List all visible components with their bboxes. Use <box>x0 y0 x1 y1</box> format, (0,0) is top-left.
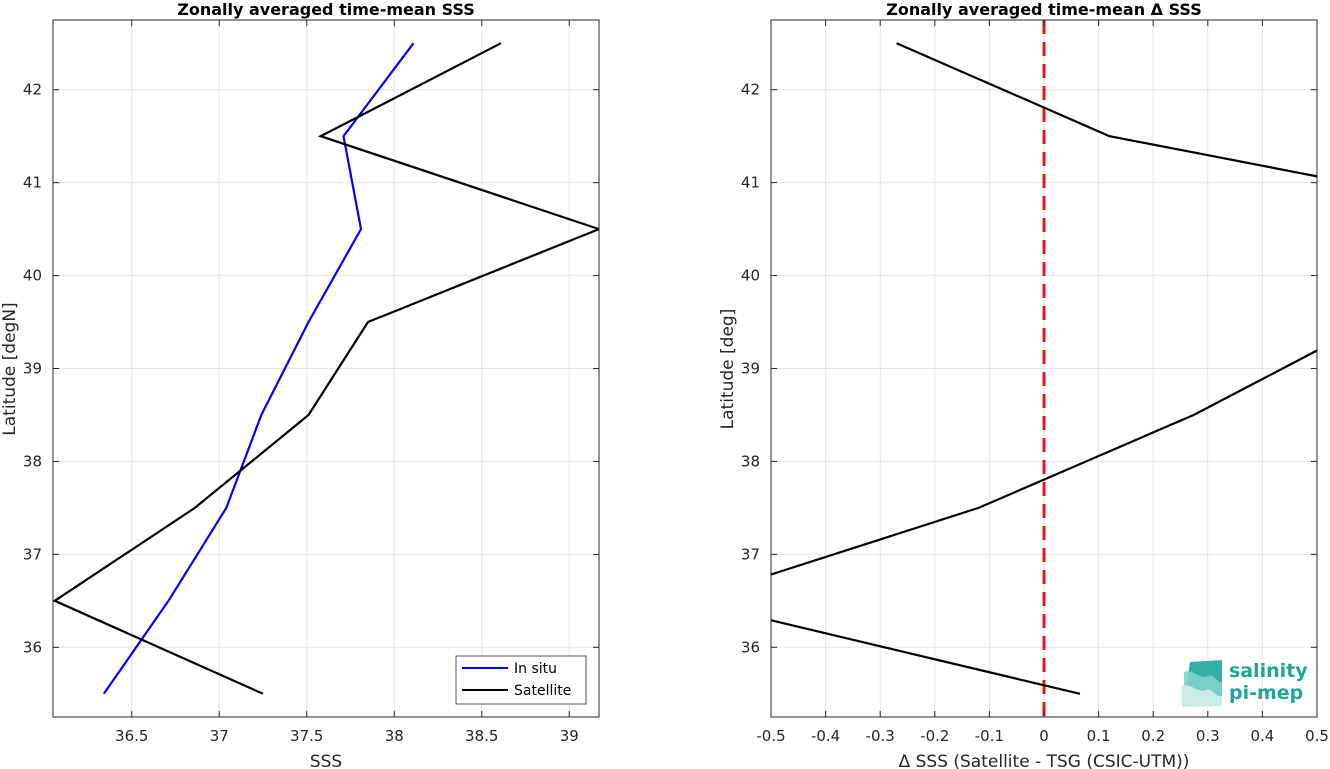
left-x-tick-label: 38 <box>385 727 404 745</box>
left-chart-panel: 36.5 37 37.5 38 38.5 39 36 37 38 39 40 41 42 Zonally… <box>0 0 600 769</box>
left-y-tick-label: 36 <box>23 638 42 656</box>
right-x-tick-label: 0.2 <box>1141 727 1165 745</box>
left-grid <box>53 20 599 717</box>
left-series-group <box>53 42 599 695</box>
right-y-tick-label: 40 <box>741 267 760 285</box>
left-series-line-in-situ <box>102 42 415 695</box>
logo-text-pi-mep: pi-mep <box>1229 682 1303 704</box>
left-y-axis-label: Latitude [degN] <box>0 302 20 435</box>
right-series-line-delta-sss <box>771 42 1317 695</box>
right-x-tick-label: -0.3 <box>866 727 895 745</box>
legend-label-in-situ: In situ <box>514 661 557 677</box>
left-x-tick-label: 36.5 <box>115 727 148 745</box>
right-y-tick-label: 39 <box>741 360 760 378</box>
right-x-tick-label: 0.1 <box>1087 727 1111 745</box>
right-x-tick-label: -0.2 <box>920 727 949 745</box>
right-chart-panel: -0.5 -0.4 -0.3 -0.2 -0.1 0 0.1 0.2 0.3 0.4 0.5 36 37… <box>718 0 1329 769</box>
right-x-tick-label: -0.5 <box>756 727 785 745</box>
right-y-tick-label: 41 <box>741 174 760 192</box>
left-x-tick-label: 37 <box>210 727 229 745</box>
right-y-tick-label: 36 <box>741 638 760 656</box>
left-chart-title: Zonally averaged time-mean SSS <box>177 0 475 19</box>
legend: In situ Satellite <box>455 655 587 705</box>
left-x-axis-label: SSS <box>310 752 342 769</box>
left-y-tick-label: 41 <box>23 174 42 192</box>
right-x-tick-label: 0.5 <box>1305 727 1329 745</box>
right-y-axis-label: Latitude [deg] <box>718 309 738 430</box>
left-x-tick-label: 38.5 <box>465 727 498 745</box>
right-series-group <box>771 20 1317 717</box>
left-y-tick-label: 38 <box>23 452 42 470</box>
right-x-axis-label: Δ SSS (Satellite - TSG (CSIC-UTM)) <box>899 752 1190 769</box>
salinity-pi-mep-logo: salinity pi-mep <box>1182 660 1308 707</box>
left-series-line-satellite <box>53 42 599 695</box>
right-chart-title: Zonally averaged time-mean Δ SSS <box>886 0 1202 19</box>
left-y-tick-label: 37 <box>23 545 42 563</box>
right-x-tick-label: 0.3 <box>1196 727 1220 745</box>
logo-wave-icon <box>1182 660 1222 707</box>
right-y-tick-label: 42 <box>741 81 760 99</box>
right-y-tick-label: 37 <box>741 545 760 563</box>
right-y-tick-label: 38 <box>741 452 760 470</box>
left-ticks: 36.5 37 37.5 38 38.5 39 36 37 38 39 40 41 42 <box>23 20 599 745</box>
left-y-tick-label: 40 <box>23 267 42 285</box>
right-x-tick-label: 0.4 <box>1250 727 1274 745</box>
left-y-tick-label: 42 <box>23 81 42 99</box>
right-ticks: -0.5 -0.4 -0.3 -0.2 -0.1 0 0.1 0.2 0.3 0.4 0.5 36 37… <box>741 20 1329 745</box>
legend-label-satellite: Satellite <box>514 683 571 699</box>
right-x-tick-label: 0 <box>1039 727 1049 745</box>
right-x-tick-label: -0.1 <box>975 727 1004 745</box>
left-y-tick-label: 39 <box>23 360 42 378</box>
left-x-tick-label: 37.5 <box>290 727 323 745</box>
logo-text-salinity: salinity <box>1229 660 1308 682</box>
legend-box <box>455 655 587 705</box>
left-x-tick-label: 39 <box>560 727 579 745</box>
right-x-tick-label: -0.4 <box>811 727 840 745</box>
